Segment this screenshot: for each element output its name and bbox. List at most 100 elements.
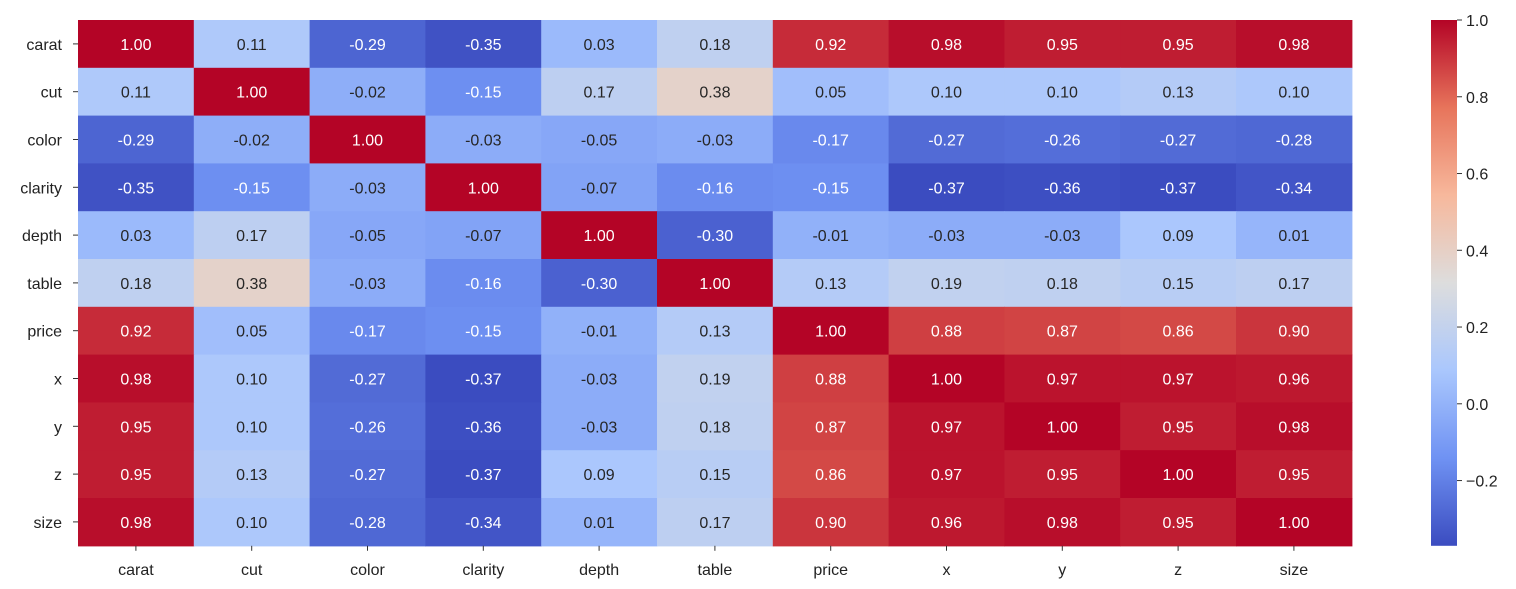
x-tick-label-carat: carat xyxy=(118,562,154,579)
heatmap-cell-carat-z xyxy=(1120,20,1237,69)
heatmap-cell-depth-price xyxy=(772,211,890,260)
cell-value-label: -0.05 xyxy=(581,133,618,150)
heatmap-cell-cut-cut xyxy=(193,67,311,117)
colorbar-gradient xyxy=(1431,20,1457,546)
cell-value-label: 0.13 xyxy=(1163,85,1194,102)
heatmap-cell-y-z xyxy=(1120,402,1237,451)
cell-value-label: -0.03 xyxy=(349,180,386,197)
heatmap-cell-carat-x xyxy=(888,20,1005,69)
heatmap-cell-price-cut xyxy=(193,306,311,356)
heatmap-cell-table-price xyxy=(772,259,890,308)
cell-value-label: 0.10 xyxy=(931,85,962,102)
heatmap-cell-y-carat xyxy=(78,402,195,451)
cell-value-label: -0.37 xyxy=(928,180,965,197)
heatmap-cell-size-depth xyxy=(541,498,658,547)
y-tick-label-size: size xyxy=(34,515,63,532)
heatmap-cell-x-carat xyxy=(78,354,195,403)
cell-value-label: -0.17 xyxy=(812,133,849,150)
heatmap-cell-y-x xyxy=(888,402,1005,451)
heatmap-cell-x-y xyxy=(1004,354,1121,403)
heatmap-cell-x-depth xyxy=(541,354,658,403)
heatmap-cell-depth-cut xyxy=(193,211,311,260)
heatmap-cell-depth-depth xyxy=(541,211,658,260)
heatmap-cell-cut-clarity xyxy=(425,67,542,117)
heatmap-cell-x-clarity xyxy=(425,354,542,403)
cell-value-label: -0.26 xyxy=(349,419,386,436)
cell-value-label: 0.15 xyxy=(1163,276,1194,293)
cell-value-label: 0.95 xyxy=(1163,419,1194,436)
heatmap-cell-depth-y xyxy=(1004,211,1121,260)
heatmap-cell-y-size xyxy=(1236,402,1353,451)
cell-value-label: 1.00 xyxy=(931,372,962,389)
heatmap-cell-price-depth xyxy=(541,306,658,356)
heatmap-cell-table-y xyxy=(1004,259,1121,308)
cell-value-label: 0.11 xyxy=(237,37,267,54)
cell-value-label: -0.01 xyxy=(812,228,849,245)
heatmap-cell-color-x xyxy=(888,115,1005,164)
heatmap-cell-clarity-y xyxy=(1004,163,1121,212)
cell-value-label: 0.03 xyxy=(584,37,615,54)
cell-value-label: 0.18 xyxy=(699,419,730,436)
y-tick-label-x: x xyxy=(54,372,62,389)
x-tick-label-depth: depth xyxy=(579,562,619,579)
cell-value-label: -0.37 xyxy=(465,467,502,484)
colorbar-tick-label: −0.2 xyxy=(1466,474,1498,491)
colorbar-tick-label: 0.0 xyxy=(1466,397,1488,414)
heatmap-cell-color-z xyxy=(1120,115,1237,164)
cell-value-label: 0.92 xyxy=(120,324,151,341)
heatmap-cell-clarity-price xyxy=(772,163,890,212)
heatmap-cell-price-color xyxy=(309,306,426,356)
cell-value-label: -0.16 xyxy=(697,180,734,197)
heatmap-cell-z-z xyxy=(1120,450,1237,499)
x-tick-label-z: z xyxy=(1174,562,1182,579)
cell-value-label: 0.95 xyxy=(1047,467,1078,484)
colorbar-tick-label: 0.4 xyxy=(1466,243,1488,260)
cell-value-label: 0.95 xyxy=(120,419,151,436)
heatmap-cell-z-clarity xyxy=(425,450,542,499)
heatmap-cell-color-size xyxy=(1236,115,1353,164)
heatmap-cell-x-x xyxy=(888,354,1005,403)
heatmap-cell-z-depth xyxy=(541,450,658,499)
heatmap-cell-size-carat xyxy=(78,498,195,547)
cell-value-label: 0.96 xyxy=(1278,372,1309,389)
cell-value-label: 0.97 xyxy=(931,467,962,484)
heatmap-cell-depth-carat xyxy=(78,211,195,260)
heatmap-cell-clarity-clarity xyxy=(425,163,542,212)
heatmap-cell-cut-y xyxy=(1004,67,1121,117)
cell-value-label: 0.03 xyxy=(120,228,151,245)
cell-value-label: -0.07 xyxy=(581,180,618,197)
heatmap-cell-z-price xyxy=(772,450,890,499)
heatmap-cell-x-color xyxy=(309,354,426,403)
cell-value-label: 1.00 xyxy=(699,276,730,293)
heatmap-cell-depth-size xyxy=(1236,211,1353,260)
cell-value-label: -0.02 xyxy=(233,133,270,150)
cell-value-label: 0.98 xyxy=(1278,419,1309,436)
heatmap-cell-y-price xyxy=(772,402,890,451)
heatmap-cell-color-table xyxy=(657,115,774,164)
cell-value-label: -0.27 xyxy=(349,372,386,389)
cell-value-label: 1.00 xyxy=(815,324,846,341)
cell-value-label: 0.18 xyxy=(120,276,151,293)
cell-value-label: -0.34 xyxy=(1276,180,1313,197)
heatmap-cell-clarity-cut xyxy=(193,163,311,212)
heatmap-cell-carat-price xyxy=(772,20,890,69)
cell-value-label: 0.10 xyxy=(236,372,267,389)
heatmap-cell-size-color xyxy=(309,498,426,547)
x-axis-tick-labels: carat cut color clarity depth table price x y z si… xyxy=(118,545,1308,579)
heatmap-cell-size-y xyxy=(1004,498,1121,547)
y-tick-label-y: y xyxy=(54,419,62,436)
cell-value-label: 0.92 xyxy=(815,37,846,54)
heatmap-cell-price-size xyxy=(1236,306,1353,356)
cell-value-label: -0.30 xyxy=(581,276,618,293)
heatmap-cell-cut-color xyxy=(309,67,426,117)
heatmap-cell-carat-clarity xyxy=(425,20,542,69)
heatmap-cell-x-z xyxy=(1120,354,1237,403)
cell-value-label: 0.88 xyxy=(931,324,962,341)
cell-value-label: 0.97 xyxy=(931,419,962,436)
cell-value-label: 0.95 xyxy=(1163,37,1194,54)
cell-value-label: 0.95 xyxy=(1163,515,1194,532)
cell-value-label: 1.00 xyxy=(468,180,499,197)
cell-value-label: -0.26 xyxy=(1044,133,1081,150)
heatmap-cell-table-x xyxy=(888,259,1005,308)
